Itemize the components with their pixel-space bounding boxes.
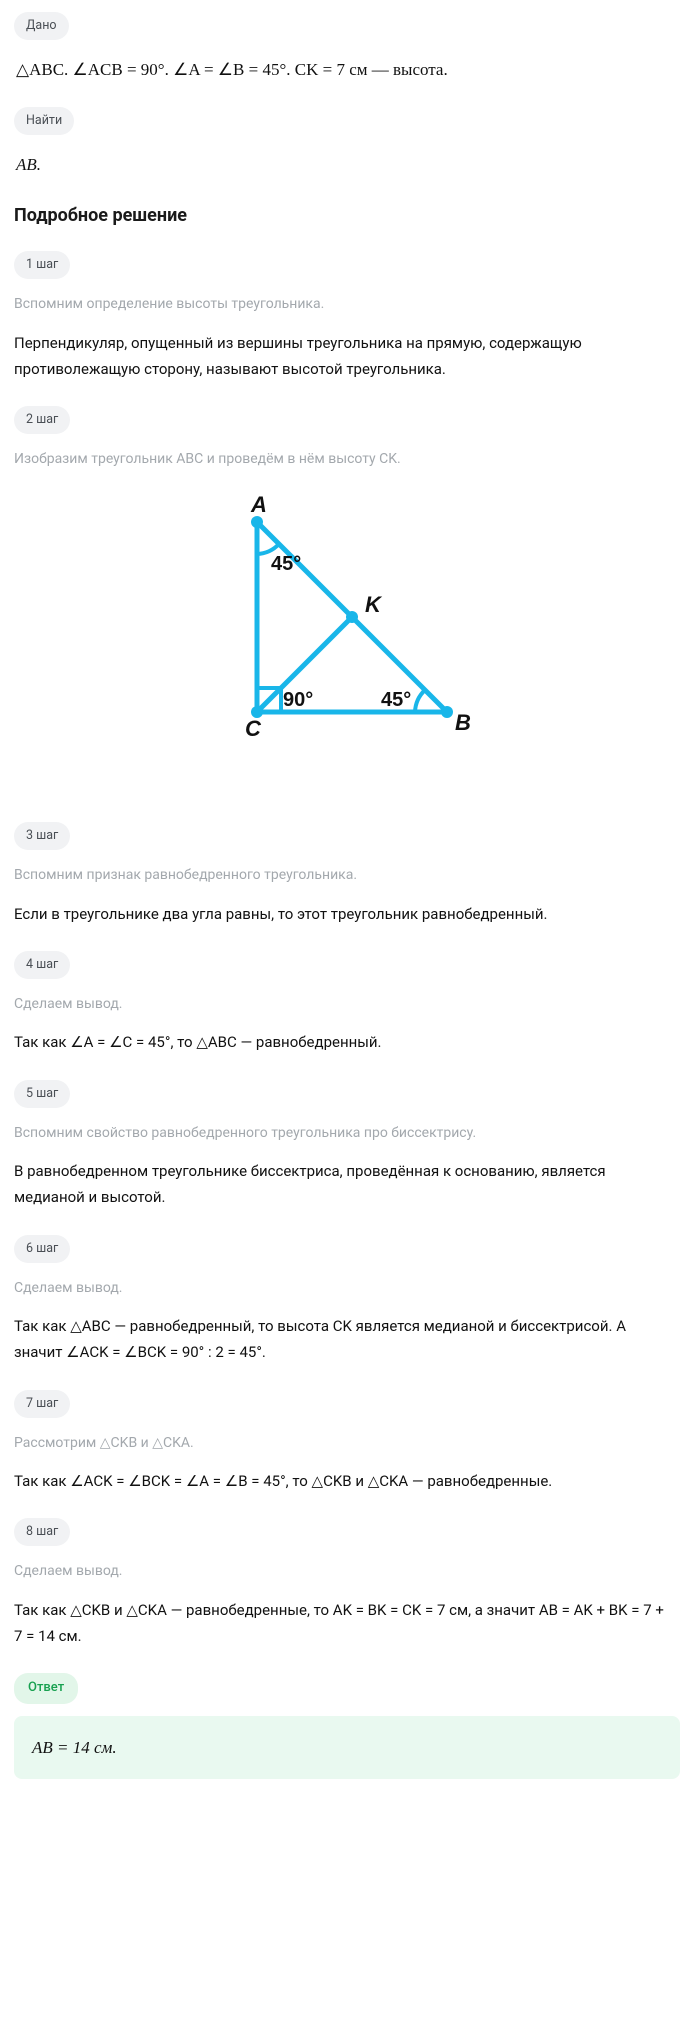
badge-answer: Ответ	[14, 1673, 78, 1704]
angle-A: 45°	[271, 553, 301, 575]
triangle-figure: A C B K 45° 90° 45°	[14, 492, 680, 752]
step5-para: В равнобедренном треугольнике биссектрис…	[14, 1158, 674, 1211]
step7-para: Так как ∠ACK = ∠BCK = ∠A = ∠B = 45°, то …	[14, 1468, 674, 1494]
step5-caption: Вспомним свойство равнобедренного треуго…	[14, 1122, 680, 1144]
label-A: A	[250, 492, 267, 517]
angle-C: 90°	[283, 689, 313, 711]
badge-step-3: 3 шаг	[14, 822, 70, 850]
triangle-svg: A C B K 45° 90° 45°	[197, 492, 497, 752]
section-title: Подробное решение	[14, 202, 680, 231]
step4-caption: Сделаем вывод.	[14, 993, 680, 1015]
badge-step-6: 6 шаг	[14, 1235, 70, 1263]
step8-caption: Сделаем вывод.	[14, 1560, 680, 1582]
label-C: C	[245, 716, 262, 741]
answer-expression: AB = 14 см.	[32, 1738, 117, 1757]
label-K: K	[365, 592, 383, 617]
find-expression: AB.	[16, 151, 680, 178]
answer-box: AB = 14 см.	[14, 1716, 680, 1779]
step2-caption: Изобразим треугольник ABC и проведём в н…	[14, 448, 680, 470]
step3-caption: Вспомним признак равнобедренного треугол…	[14, 864, 680, 886]
step4-para: Так как ∠A = ∠C = 45°, то △ABC — равнобе…	[14, 1029, 674, 1055]
step7-caption: Рассмотрим △CKB и △CKA.	[14, 1432, 680, 1454]
step3-para: Если в треугольнике два угла равны, то э…	[14, 901, 674, 927]
badge-step-4: 4 шаг	[14, 951, 70, 979]
badge-step-1: 1 шаг	[14, 251, 70, 279]
badge-step-8: 8 шаг	[14, 1518, 70, 1546]
step8-para: Так как △CKB и △CKA — равнобедренные, то…	[14, 1597, 674, 1650]
badge-find: Найти	[14, 107, 74, 135]
given-expression: △ABC. ∠ACB = 90°. ∠A = ∠B = 45°. CK = 7 …	[16, 56, 680, 83]
step1-caption: Вспомним определение высоты треугольника…	[14, 293, 680, 315]
angle-B: 45°	[381, 689, 411, 711]
badge-step-2: 2 шаг	[14, 406, 70, 434]
step6-caption: Сделаем вывод.	[14, 1277, 680, 1299]
badge-given: Дано	[14, 12, 69, 40]
badge-step-7: 7 шаг	[14, 1390, 70, 1418]
step1-para: Перпендикуляр, опущенный из вершины треу…	[14, 330, 674, 383]
label-B: B	[455, 710, 471, 735]
step6-para: Так как △ABC — равнобедренный, то высота…	[14, 1313, 674, 1366]
badge-step-5: 5 шаг	[14, 1080, 70, 1108]
